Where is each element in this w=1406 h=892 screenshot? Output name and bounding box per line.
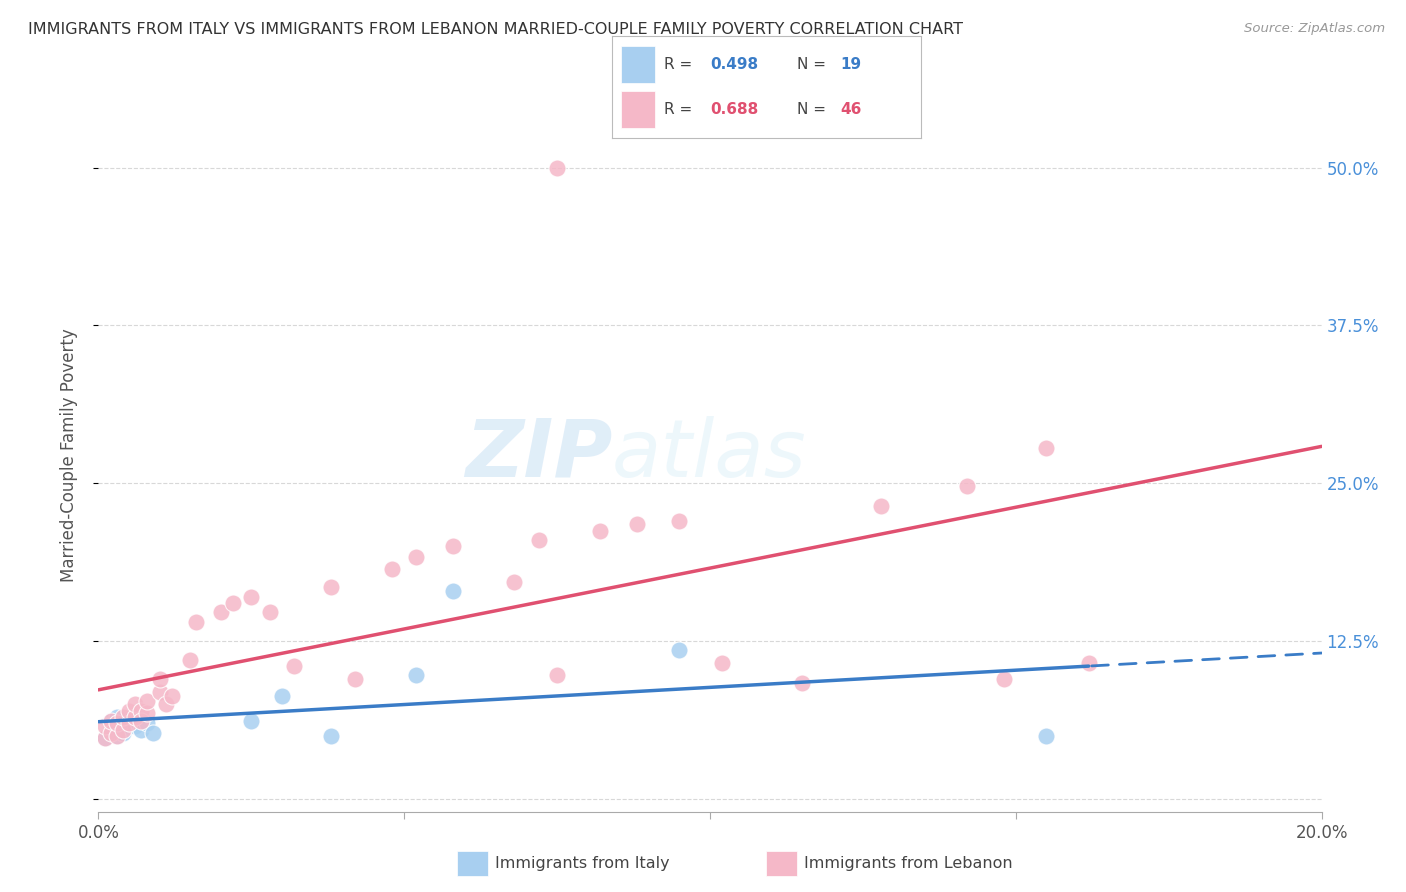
Point	[124, 719, 146, 733]
Point	[546, 668, 568, 682]
Text: Immigrants from Italy: Immigrants from Italy	[495, 856, 669, 871]
Point	[259, 605, 281, 619]
Point	[956, 479, 979, 493]
Point	[111, 726, 134, 740]
Point	[589, 524, 612, 539]
Text: IMMIGRANTS FROM ITALY VS IMMIGRANTS FROM LEBANON MARRIED-COUPLE FAMILY POVERTY C: IMMIGRANTS FROM ITALY VS IMMIGRANTS FROM…	[28, 22, 963, 37]
Point	[441, 583, 464, 598]
Text: N =: N =	[797, 57, 831, 72]
Point	[626, 516, 648, 531]
Point	[118, 714, 141, 728]
Point	[668, 514, 690, 528]
Point	[381, 562, 404, 576]
Point	[149, 684, 172, 698]
Point	[100, 714, 122, 728]
Point	[160, 689, 183, 703]
Point	[105, 729, 128, 743]
Point	[319, 580, 342, 594]
Point	[118, 716, 141, 731]
Point	[319, 729, 342, 743]
Bar	[621, 91, 655, 128]
Point	[790, 676, 813, 690]
Point	[155, 698, 177, 712]
Text: ZIP: ZIP	[465, 416, 612, 494]
Point	[503, 574, 526, 589]
Point	[993, 672, 1015, 686]
Text: 0.688: 0.688	[710, 102, 759, 117]
Text: 19: 19	[841, 57, 862, 72]
Point	[129, 714, 152, 728]
Point	[546, 161, 568, 175]
Text: R =: R =	[664, 57, 697, 72]
Point	[105, 716, 128, 731]
Point	[136, 716, 159, 731]
Point	[441, 540, 464, 554]
Text: atlas: atlas	[612, 416, 807, 494]
Point	[240, 714, 263, 728]
Point	[142, 726, 165, 740]
Point	[344, 672, 367, 686]
Point	[136, 693, 159, 707]
Point	[405, 668, 427, 682]
Point	[124, 710, 146, 724]
Point	[711, 656, 734, 670]
Point	[124, 698, 146, 712]
Point	[186, 615, 208, 630]
Point	[100, 714, 122, 728]
Point	[111, 710, 134, 724]
Point	[105, 710, 128, 724]
Point	[179, 653, 201, 667]
Point	[405, 549, 427, 564]
Point	[1035, 441, 1057, 455]
Point	[129, 723, 152, 737]
Point	[222, 596, 245, 610]
Point	[136, 706, 159, 721]
Point	[668, 643, 690, 657]
Text: 46: 46	[841, 102, 862, 117]
Point	[93, 731, 115, 746]
Point	[870, 499, 893, 513]
Text: R =: R =	[664, 102, 697, 117]
Point	[1035, 729, 1057, 743]
Point	[1078, 656, 1101, 670]
Point	[209, 605, 232, 619]
Point	[283, 659, 305, 673]
Point	[149, 672, 172, 686]
Point	[527, 533, 550, 548]
Text: Source: ZipAtlas.com: Source: ZipAtlas.com	[1244, 22, 1385, 36]
Text: Immigrants from Lebanon: Immigrants from Lebanon	[804, 856, 1012, 871]
Point	[111, 723, 134, 737]
Point	[240, 590, 263, 604]
Bar	[621, 45, 655, 83]
Point	[93, 719, 115, 733]
Text: N =: N =	[797, 102, 831, 117]
Point	[93, 731, 115, 746]
Point	[100, 723, 122, 737]
Point	[105, 729, 128, 743]
Point	[100, 726, 122, 740]
Point	[118, 704, 141, 718]
Point	[111, 719, 134, 733]
Point	[129, 704, 152, 718]
Y-axis label: Married-Couple Family Poverty: Married-Couple Family Poverty	[59, 328, 77, 582]
Point	[270, 689, 292, 703]
Text: 0.498: 0.498	[710, 57, 759, 72]
